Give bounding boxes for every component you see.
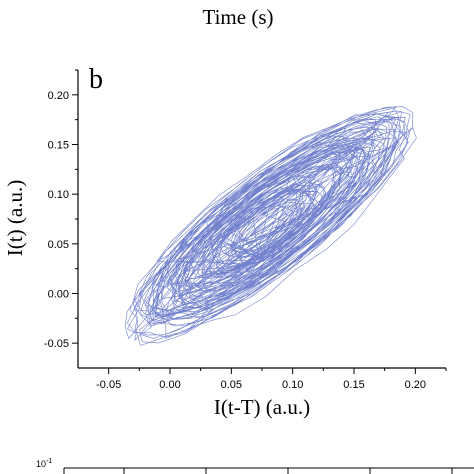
y-tick-label: 0.00	[48, 289, 69, 301]
x-ticks: -0.05 0.00 0.05 0.10 0.15 0.20	[96, 368, 447, 391]
y-tick-label: 0.05	[48, 239, 69, 251]
x-tick-label: -0.05	[96, 379, 121, 391]
panel-label: b	[89, 64, 103, 95]
y-axis-label: I(t) (a.u.)	[3, 180, 27, 256]
x-tick-label: 0.05	[221, 379, 242, 391]
x-tick-label: 0.00	[159, 379, 180, 391]
x-tick-label: 0.20	[405, 379, 426, 391]
x-axis-label: I(t-T) (a.u.)	[214, 395, 310, 419]
bottom-panel-ytick-label: 10-1	[36, 458, 52, 469]
x-tick-label: 0.10	[282, 379, 303, 391]
y-tick-label: 0.10	[48, 189, 69, 201]
phase-trajectory	[124, 106, 417, 346]
y-tick-label: 0.15	[48, 140, 69, 152]
y-tick-label: -0.05	[44, 338, 69, 350]
bottom-panel: 10-1	[36, 458, 474, 474]
y-tick-label: 0.20	[48, 90, 69, 102]
trajectory-line	[124, 106, 417, 346]
top-axis-caption: Time (s)	[203, 5, 274, 29]
x-tick-label: 0.15	[343, 379, 364, 391]
bottom-panel-ticks	[123, 468, 453, 474]
y-ticks: -0.05 0.00 0.05 0.10 0.15 0.20	[44, 69, 78, 350]
axes	[77, 70, 446, 369]
